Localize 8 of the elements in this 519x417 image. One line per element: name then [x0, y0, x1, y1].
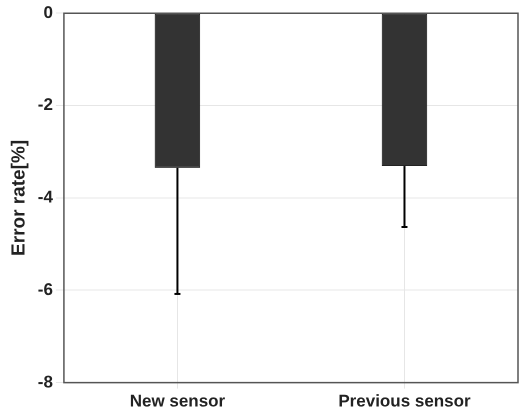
y-axis-title: Error rate[%] [8, 140, 30, 256]
y-tick-label: -8 [38, 372, 53, 392]
x-tick-label: New sensor [130, 391, 226, 410]
y-tick-label: -4 [38, 188, 54, 207]
y-tick-label: -6 [38, 280, 53, 299]
y-tick-label: -2 [38, 95, 53, 114]
x-tick-label: Previous sensor [338, 391, 472, 410]
y-tick-label: 0 [43, 2, 53, 22]
